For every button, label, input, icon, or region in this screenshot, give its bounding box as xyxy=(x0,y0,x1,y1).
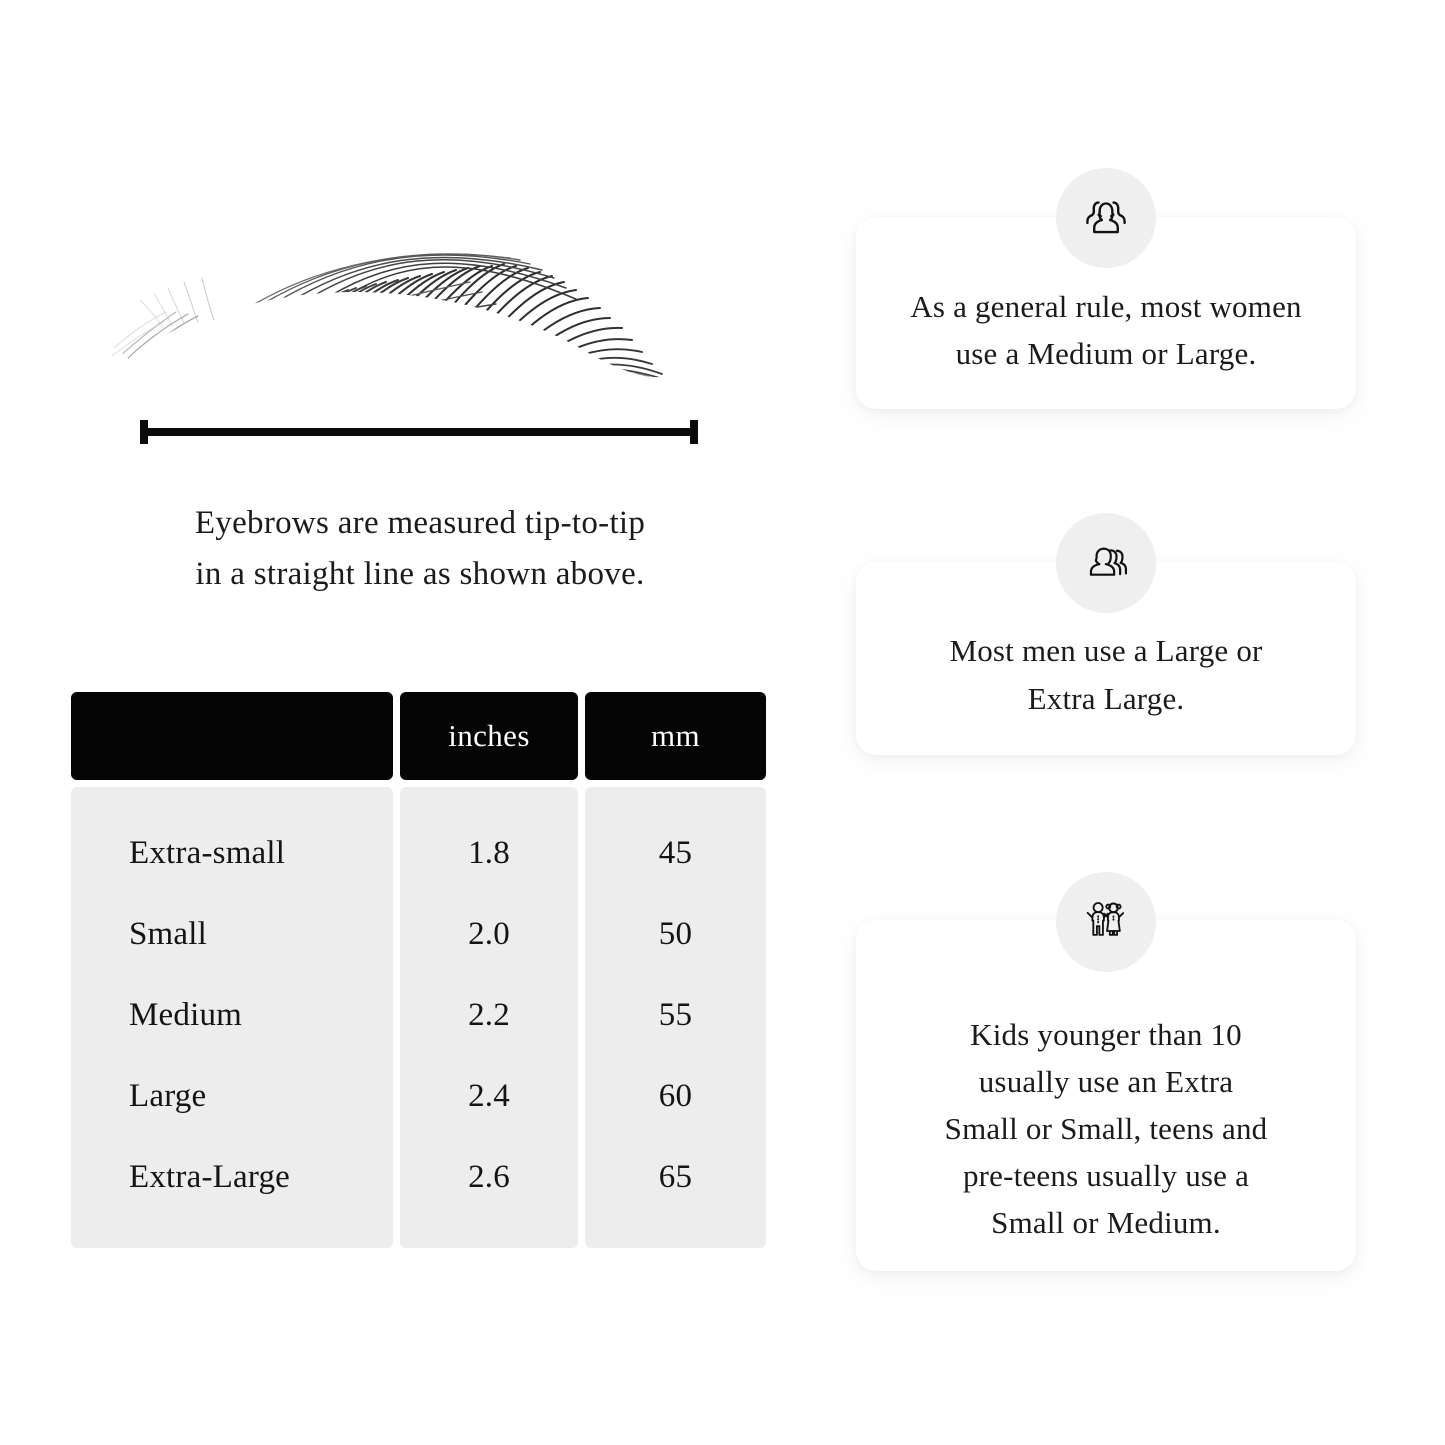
card-kids-text: Kids younger than 10 usually use an Extr… xyxy=(911,945,1302,1247)
table-cell-mm: 50 xyxy=(658,916,693,952)
card-kids-line-4: pre-teens usually use a xyxy=(962,1158,1250,1194)
table-column-size: Extra-small Small Medium Large Extra-Lar… xyxy=(71,787,393,1248)
women-group-icon xyxy=(1056,168,1156,268)
table-row: Medium xyxy=(129,997,243,1033)
recommendation-cards: As a general rule, most women use a Medi… xyxy=(800,0,1445,1445)
table-column-mm: 45 50 55 60 65 xyxy=(585,787,766,1248)
table-cell-mm: 65 xyxy=(658,1159,693,1195)
table-row: Extra-Large xyxy=(129,1159,290,1195)
men-group-icon xyxy=(1056,513,1156,613)
card-men: Most men use a Large or Extra Large. xyxy=(856,562,1356,755)
kids-pair-icon xyxy=(1056,872,1156,972)
table-cell-mm: 55 xyxy=(658,997,693,1033)
table-cell-inches: 2.6 xyxy=(468,1159,510,1195)
card-men-line-2: Extra Large. xyxy=(1027,680,1185,716)
table-row: Large xyxy=(129,1078,207,1114)
table-header-mm: mm xyxy=(585,692,766,780)
card-kids: Kids younger than 10 usually use an Extr… xyxy=(856,920,1356,1271)
table-cell-inches: 2.4 xyxy=(468,1078,510,1114)
measure-caption: Eyebrows are measured tip-to-tip in a st… xyxy=(70,498,770,600)
table-cell-inches: 2.0 xyxy=(468,916,510,952)
table-cell-inches: 1.8 xyxy=(468,835,510,871)
card-kids-line-3: Small or Small, teens and xyxy=(944,1110,1268,1146)
card-women-text: As a general rule, most women use a Medi… xyxy=(876,249,1335,377)
table-row: Extra-small xyxy=(129,835,286,871)
card-women-line-2: use a Medium or Large. xyxy=(955,336,1257,371)
left-column: Eyebrows are measured tip-to-tip in a st… xyxy=(70,228,770,1248)
card-kids-line-1: Kids younger than 10 xyxy=(970,1016,1242,1052)
table-header-row: inches mm xyxy=(71,692,766,780)
table-column-inches: 1.8 2.0 2.2 2.4 2.6 xyxy=(400,787,578,1248)
caption-line-2: in a straight line as shown above. xyxy=(195,556,645,593)
table-cell-inches: 2.2 xyxy=(468,997,510,1033)
card-kids-line-2: usually use an Extra xyxy=(978,1063,1234,1099)
caption-line-1: Eyebrows are measured tip-to-tip xyxy=(194,505,646,541)
table-cell-mm: 60 xyxy=(658,1078,693,1114)
eyebrow-hair-illustration-icon xyxy=(110,228,730,403)
table-row: Small xyxy=(129,916,208,952)
card-men-text: Most men use a Large or Extra Large. xyxy=(915,595,1296,721)
card-women-line-1: As a general rule, most women xyxy=(910,288,1302,324)
size-table: inches mm Extra-small Small Medium Large… xyxy=(71,692,766,1248)
card-men-line-1: Most men use a Large or xyxy=(949,633,1263,669)
tip-to-tip-measure-bar-icon xyxy=(140,418,698,446)
table-header-inches: inches xyxy=(400,692,578,780)
card-kids-line-5: Small or Medium. xyxy=(991,1205,1221,1241)
table-cell-mm: 45 xyxy=(658,835,693,871)
table-body: Extra-small Small Medium Large Extra-Lar… xyxy=(71,787,766,1248)
table-header-size xyxy=(71,692,393,780)
